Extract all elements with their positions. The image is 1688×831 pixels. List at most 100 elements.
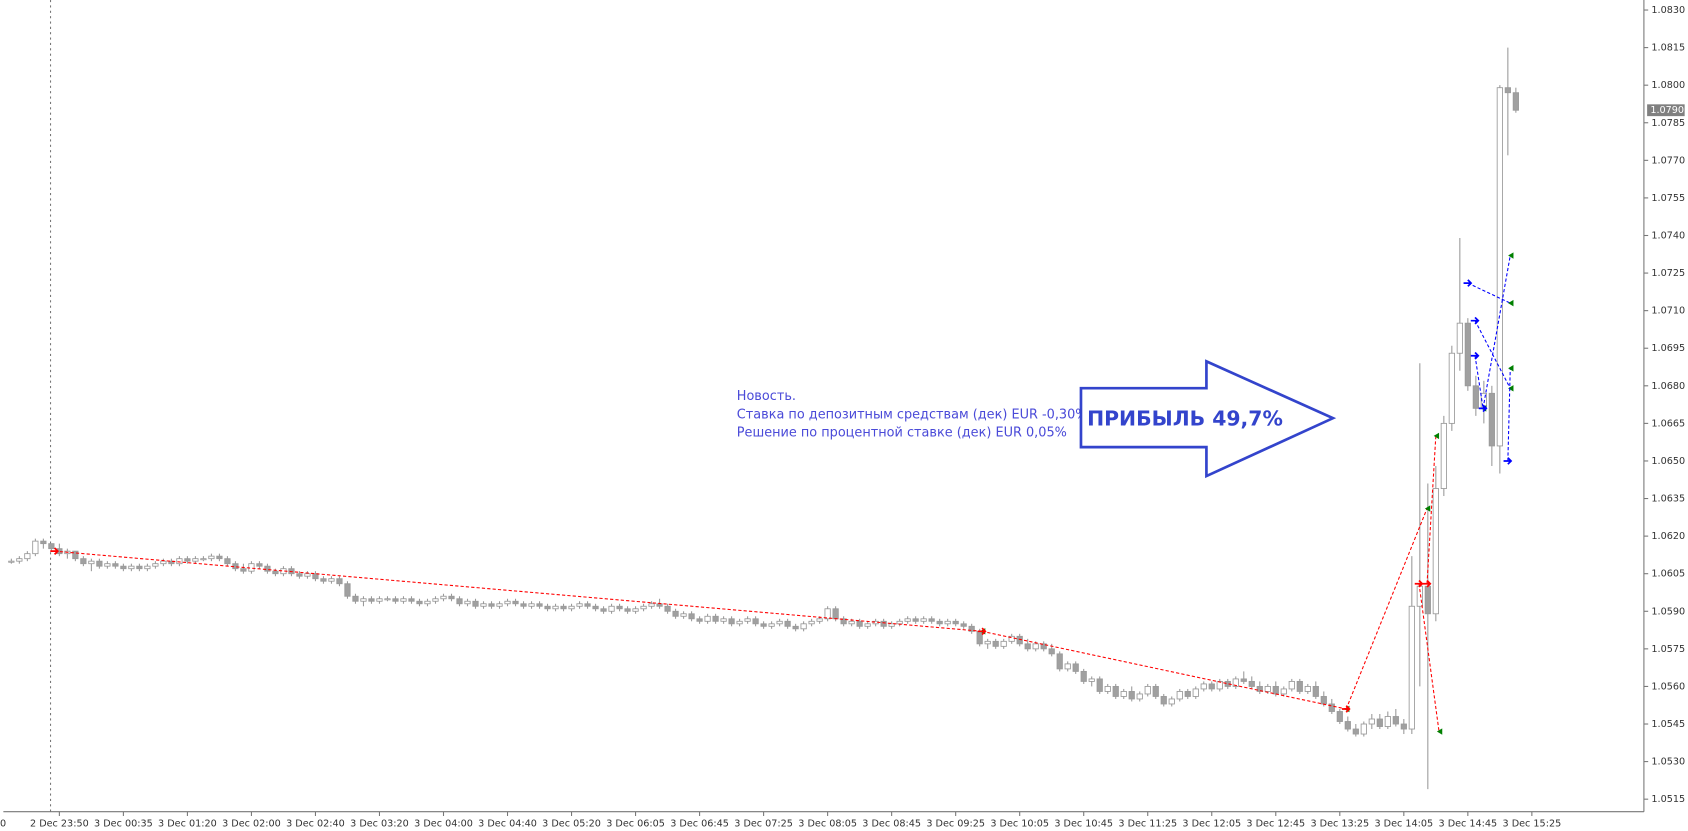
current-price-box	[1647, 104, 1685, 117]
profit-label: ПРИБЫЛЬ 49,7%	[1087, 406, 1283, 430]
candle-body	[336, 578, 343, 585]
candle-body	[16, 558, 23, 562]
candle-body	[144, 565, 151, 570]
trade-exit	[1424, 505, 1431, 512]
y-tick-label: 1.0590	[1651, 606, 1685, 617]
candle-body	[376, 598, 383, 602]
candle-body	[1336, 711, 1343, 722]
y-tick-label: 1.0800	[1651, 80, 1685, 91]
candle-body	[920, 618, 927, 622]
candle-body	[832, 608, 839, 620]
candle-body	[1208, 683, 1215, 690]
candle-body	[1384, 716, 1391, 727]
candle-body	[864, 623, 871, 627]
candle-body	[896, 620, 903, 625]
candle-body	[1312, 686, 1319, 697]
candle-body	[536, 603, 543, 607]
news-text: Новость.	[737, 389, 796, 404]
trade-entry	[1470, 351, 1480, 360]
candle-body	[104, 563, 111, 567]
candle-body	[560, 605, 567, 610]
x-tick-label: 3 Dec 07:25	[734, 818, 793, 829]
candle-body	[304, 573, 311, 577]
trade-line	[1474, 355, 1484, 409]
x-tick-label: 3 Dec 03:20	[350, 818, 409, 829]
candle-body	[360, 598, 367, 602]
y-tick-label: 1.0695	[1651, 343, 1685, 354]
trade-exit	[1508, 385, 1514, 392]
candle-body	[1424, 585, 1431, 615]
trade-line	[1507, 368, 1511, 461]
candle-body	[184, 558, 191, 562]
candle-body	[528, 603, 535, 607]
candle-body	[680, 613, 687, 617]
candle-body	[1184, 691, 1191, 697]
candle-body	[1328, 703, 1335, 712]
candle-body	[792, 625, 799, 630]
trade-line	[1345, 508, 1428, 710]
trade-entry	[1470, 316, 1480, 325]
candle-body	[976, 630, 983, 645]
x-tick-label: 3 Dec 12:45	[1246, 818, 1305, 829]
trade-entry	[50, 547, 59, 555]
candle-body	[640, 605, 647, 610]
trade-exit	[1508, 252, 1514, 259]
x-tick-label: 3 Dec 02:40	[286, 818, 345, 829]
x-tick-label: 3 Dec 01:20	[158, 818, 217, 829]
candle-body	[112, 563, 119, 567]
candle-body	[1256, 686, 1263, 692]
candle-body	[552, 605, 559, 610]
candle-body	[400, 598, 407, 602]
candle-body	[448, 595, 455, 600]
candle-body	[408, 598, 415, 602]
candle-body	[1240, 678, 1247, 682]
candle-body	[1168, 698, 1175, 705]
candle-body	[496, 603, 503, 607]
candle-body	[48, 543, 55, 550]
candle-body	[152, 563, 159, 567]
candle-body	[1496, 87, 1503, 447]
candle-body	[728, 618, 735, 625]
candle-body	[1032, 643, 1039, 650]
x-tick-label: 3 Dec 00:35	[94, 818, 153, 829]
candle-body	[584, 603, 591, 607]
candle-body	[616, 605, 623, 610]
candle-body	[936, 620, 943, 625]
x-tick-label: 3 Dec 09:25	[926, 818, 985, 829]
candle-body	[720, 618, 727, 622]
x-tick-label: 3 Dec 06:45	[670, 818, 729, 829]
y-tick-label: 1.0830	[1651, 5, 1685, 16]
trade-line	[1418, 583, 1440, 732]
candle-body	[880, 620, 887, 627]
y-tick-label: 1.0635	[1651, 494, 1685, 505]
candle-body	[520, 603, 527, 607]
candle-body	[1144, 686, 1151, 695]
candle-body	[312, 573, 319, 580]
x-tick-label: 3 Dec 08:05	[798, 818, 857, 829]
candle-body	[776, 620, 783, 625]
news-text: Ставка по депозитным средствам (дек) EUR…	[737, 407, 1088, 422]
candle-body	[1200, 683, 1207, 690]
candle-body	[624, 608, 631, 612]
candle-body	[784, 620, 791, 627]
y-tick-label: 1.0620	[1651, 531, 1685, 542]
candle-body	[24, 553, 31, 560]
y-tick-label: 1.0560	[1651, 681, 1685, 692]
candle-body	[120, 565, 127, 570]
candle-body	[1344, 721, 1351, 730]
y-tick-label: 1.0770	[1651, 155, 1685, 166]
trade-entry	[1463, 279, 1473, 287]
candle-body	[944, 620, 951, 625]
candle-body	[192, 558, 199, 562]
candle-body	[464, 600, 471, 605]
candle-body	[1504, 87, 1511, 94]
x-tick-label: 3 Dec 04:00	[414, 818, 473, 829]
profit-arrow	[1079, 359, 1337, 479]
current-price-label: 1.0790	[1650, 105, 1684, 116]
candle-body	[1088, 678, 1095, 682]
candle-body	[688, 613, 695, 620]
candle-body	[176, 558, 183, 565]
candle-body	[1464, 322, 1471, 387]
candle-body	[1112, 686, 1119, 697]
candle-body	[752, 618, 759, 625]
